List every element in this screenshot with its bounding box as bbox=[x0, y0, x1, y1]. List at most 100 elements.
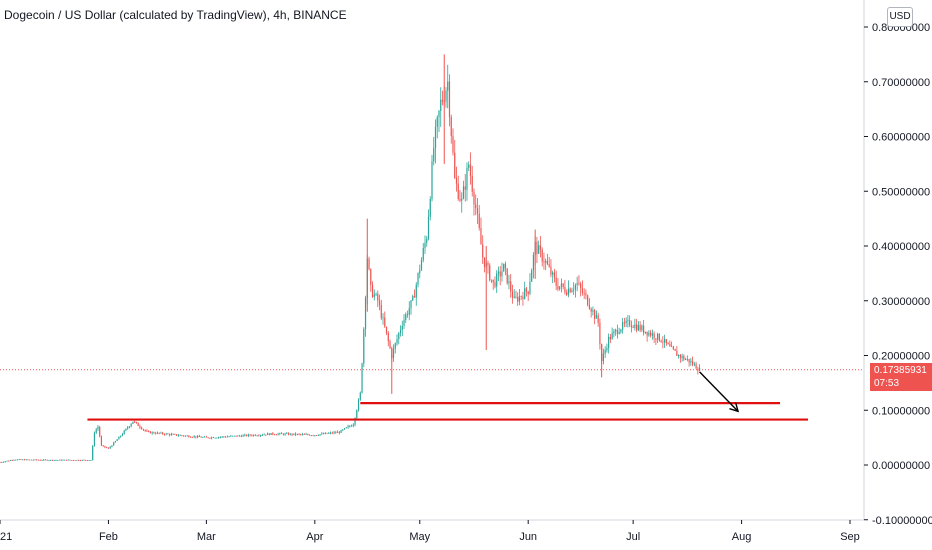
y-tick-label: 0.20000000 bbox=[872, 351, 930, 363]
candle-body bbox=[160, 432, 162, 434]
candle-body bbox=[228, 436, 230, 438]
candle-body bbox=[394, 343, 396, 349]
candle-body bbox=[518, 296, 521, 302]
candle-body bbox=[57, 460, 59, 461]
candle-body bbox=[72, 460, 75, 461]
candle-body bbox=[204, 436, 206, 438]
candle-body bbox=[375, 293, 377, 295]
candle-body bbox=[473, 191, 475, 205]
candle-body bbox=[655, 338, 657, 340]
candle-body bbox=[127, 427, 129, 429]
candle-body bbox=[510, 281, 512, 292]
candle-body bbox=[569, 288, 571, 293]
x-tick-label: Apr bbox=[306, 531, 323, 543]
candle-body bbox=[436, 117, 438, 127]
candle-body bbox=[107, 447, 110, 449]
candle-body bbox=[448, 81, 451, 117]
candle-body bbox=[553, 272, 556, 278]
candle-body bbox=[482, 244, 484, 258]
candle-body bbox=[11, 460, 13, 461]
candle-body bbox=[532, 254, 535, 271]
currency-badge[interactable]: USD bbox=[887, 7, 913, 27]
candle-body bbox=[357, 399, 360, 411]
candle-body bbox=[317, 435, 319, 437]
candle-body bbox=[564, 287, 566, 293]
candle-body bbox=[214, 437, 216, 439]
candle-body bbox=[580, 283, 582, 289]
candle-body bbox=[550, 266, 552, 275]
candle-body bbox=[155, 433, 157, 435]
candle-body bbox=[480, 228, 482, 245]
candle-body bbox=[162, 432, 164, 434]
candle-body bbox=[515, 296, 517, 298]
candle-body bbox=[148, 431, 150, 433]
candle-body bbox=[16, 459, 19, 461]
candle-body bbox=[434, 126, 437, 148]
candle-body bbox=[71, 460, 73, 461]
candle-body bbox=[314, 435, 316, 436]
candle-body bbox=[258, 435, 260, 437]
candle-body bbox=[541, 249, 543, 262]
candle-body bbox=[134, 421, 136, 423]
candle-body bbox=[665, 339, 667, 344]
candle-body bbox=[34, 459, 36, 461]
candle-body bbox=[602, 353, 605, 362]
candle-body bbox=[233, 435, 235, 437]
candle-body bbox=[691, 361, 694, 365]
candle-body bbox=[298, 433, 300, 435]
candle-body bbox=[249, 434, 251, 436]
candle-body bbox=[198, 436, 200, 437]
candle-body bbox=[452, 136, 454, 153]
candle-body bbox=[235, 435, 237, 437]
candle-body bbox=[611, 333, 613, 340]
candle-body bbox=[499, 271, 501, 277]
candle-body bbox=[76, 459, 78, 461]
candle-body bbox=[4, 461, 6, 463]
candle-body bbox=[90, 460, 92, 461]
candle-body bbox=[650, 332, 652, 336]
candle-body bbox=[455, 177, 458, 184]
candle-body bbox=[120, 435, 122, 437]
candle-body bbox=[251, 435, 253, 437]
candle-body bbox=[441, 99, 444, 102]
candle-body bbox=[618, 331, 620, 334]
candle-body bbox=[104, 445, 106, 448]
candle-body bbox=[256, 435, 258, 437]
candle-body bbox=[548, 264, 550, 267]
candle-body bbox=[522, 296, 524, 299]
candle-body bbox=[447, 81, 449, 91]
candle-body bbox=[433, 147, 435, 162]
candle-body bbox=[585, 293, 587, 296]
candle-body bbox=[211, 437, 213, 439]
candle-body bbox=[286, 433, 288, 435]
candle-body bbox=[48, 460, 50, 462]
candle-body bbox=[571, 290, 573, 293]
candle-body bbox=[616, 329, 618, 334]
candle-body bbox=[406, 314, 409, 316]
candle-body bbox=[597, 315, 599, 323]
candle-body bbox=[263, 434, 265, 436]
candle-body bbox=[282, 433, 284, 435]
candle-body bbox=[30, 459, 33, 461]
candle-body bbox=[678, 354, 680, 356]
candle-body bbox=[527, 291, 529, 294]
candle-body bbox=[417, 273, 419, 285]
candle-body bbox=[273, 434, 276, 436]
candle-body bbox=[51, 459, 54, 461]
candle-body bbox=[520, 296, 522, 297]
candle-body bbox=[266, 433, 269, 435]
candle-body bbox=[9, 460, 12, 461]
candle-body bbox=[190, 436, 192, 438]
candle-body bbox=[457, 183, 459, 200]
y-tick-label: 0.50000000 bbox=[872, 186, 930, 198]
candle-body bbox=[476, 208, 479, 214]
x-tick-label: Feb bbox=[99, 531, 118, 543]
candle-body bbox=[431, 161, 433, 200]
candle-body bbox=[496, 273, 498, 287]
candle-body bbox=[86, 460, 89, 461]
candle-body bbox=[347, 426, 349, 428]
candle-body bbox=[506, 268, 508, 284]
candle-body bbox=[92, 445, 94, 461]
candle-body bbox=[660, 340, 662, 342]
